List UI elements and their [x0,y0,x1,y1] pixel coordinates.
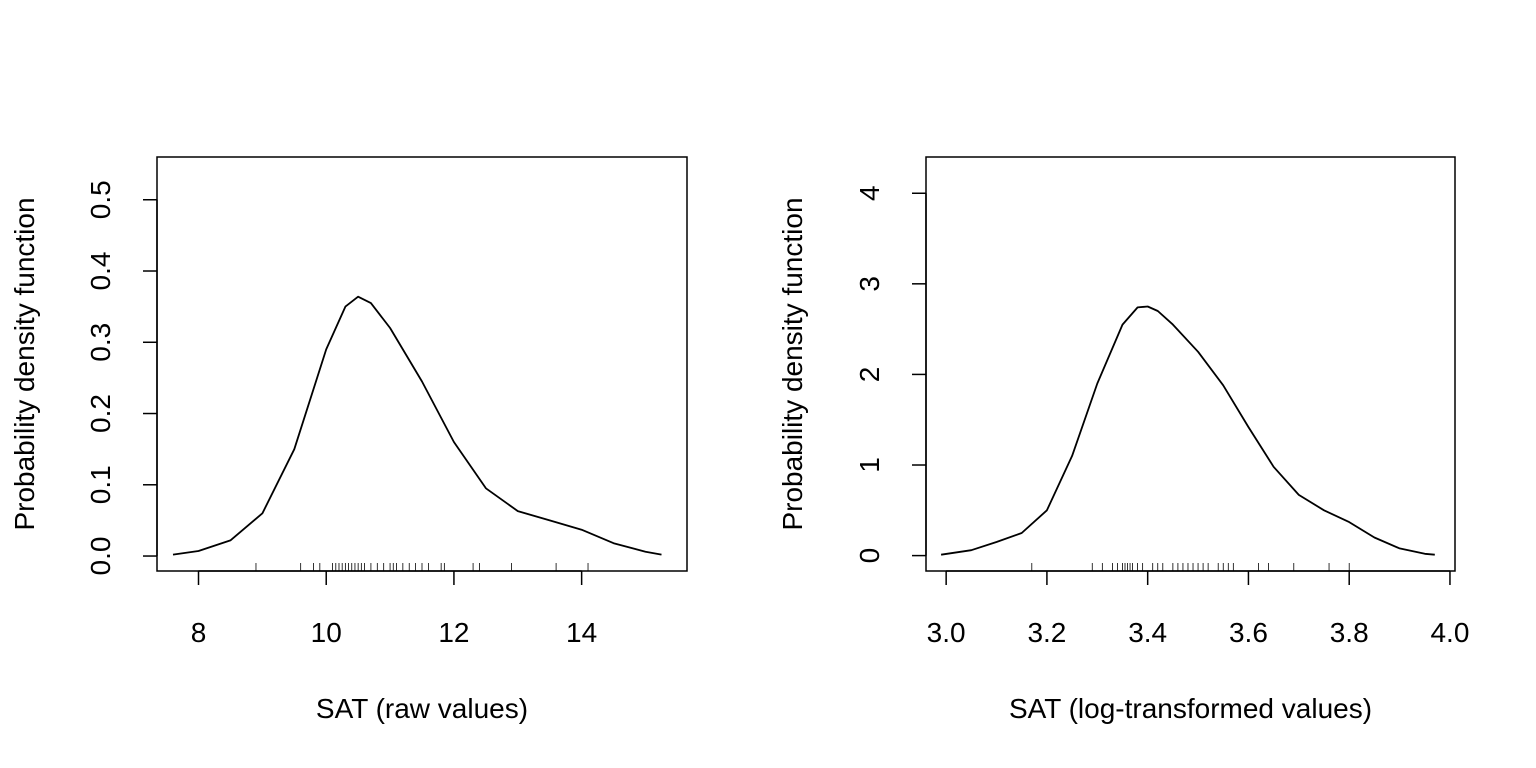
y-axis-label: Probability density function [9,197,40,530]
plot-frame [925,156,1456,572]
y-tick-label: 2 [854,367,885,383]
x-tick-label: 3.6 [1229,617,1268,648]
plot-frame [156,156,688,572]
x-tick-label: 8 [191,617,207,648]
y-tick-label: 0.3 [85,323,116,362]
x-tick-label: 12 [438,617,469,648]
y-axis-label: Probability density function [777,197,808,530]
panel-log: 3.0 3.2 3.4 3.6 3.8 4.0 0 1 2 3 4 SAT (log-transfor… [777,156,1469,724]
x-axis-label: SAT (raw values) [316,693,528,724]
x-axis-label: SAT (log-transformed values) [1009,693,1372,724]
x-tick-label: 3.0 [927,617,966,648]
x-tick-label: 3.4 [1128,617,1167,648]
density-curve [940,305,1435,556]
density-curve [172,295,662,556]
x-tick-label: 3.2 [1027,617,1066,648]
y-tick-label: 0.0 [85,537,116,576]
y-tick-label: 0 [854,548,885,564]
y-tick-label: 1 [854,457,885,473]
x-tick-label: 4.0 [1430,617,1469,648]
y-tick-label: 0.4 [85,252,116,291]
y-tick-label: 3 [854,276,885,292]
y-tick-label: 0.5 [85,180,116,219]
y-tick-label: 0.2 [85,394,116,433]
panel-raw: 8 10 12 14 0.0 0.1 0.2 0.3 0.4 0.5 SAT (raw values… [9,156,688,724]
y-tick-label: 0.1 [85,465,116,504]
x-tick-label: 3.8 [1330,617,1369,648]
x-tick-label: 10 [311,617,342,648]
x-tick-label: 14 [566,617,597,648]
y-tick-label: 4 [854,185,885,201]
